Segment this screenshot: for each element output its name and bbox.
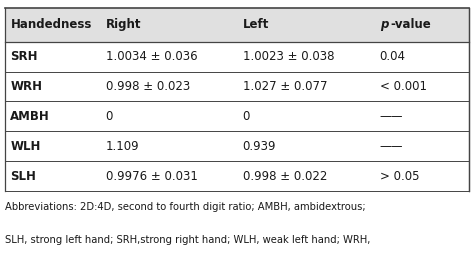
Text: 1.0034 ± 0.036: 1.0034 ± 0.036 (106, 50, 197, 63)
Bar (5, 8, 469, 42)
Text: Abbreviations: 2D:4D, second to fourth digit ratio; AMBH, ambidextrous;: Abbreviations: 2D:4D, second to fourth d… (5, 202, 365, 211)
Bar (5, 101, 469, 131)
Text: Left: Left (243, 18, 269, 31)
Text: 0.04: 0.04 (380, 50, 406, 63)
Text: WRH: WRH (10, 80, 43, 93)
Text: WLH: WLH (10, 140, 41, 153)
Text: Right: Right (106, 18, 141, 31)
Text: 1.109: 1.109 (106, 140, 139, 153)
Text: SLH: SLH (10, 170, 36, 183)
Text: p: p (380, 18, 388, 31)
Text: -value: -value (390, 18, 431, 31)
Bar (5, 161, 469, 191)
Text: 0: 0 (243, 110, 250, 123)
Text: 1.0023 ± 0.038: 1.0023 ± 0.038 (243, 50, 334, 63)
Text: 1.027 ± 0.077: 1.027 ± 0.077 (243, 80, 327, 93)
Text: > 0.05: > 0.05 (380, 170, 419, 183)
Text: SRH: SRH (10, 50, 38, 63)
Text: 0.998 ± 0.023: 0.998 ± 0.023 (106, 80, 190, 93)
Text: SLH, strong left hand; SRH,strong right hand; WLH, weak left hand; WRH,: SLH, strong left hand; SRH,strong right … (5, 235, 370, 245)
Text: Handedness: Handedness (10, 18, 92, 31)
Bar (5, 42, 469, 72)
Text: ——: —— (380, 140, 403, 153)
Text: 0: 0 (106, 110, 113, 123)
Text: 0.939: 0.939 (243, 140, 276, 153)
Bar (5, 72, 469, 101)
Text: AMBH: AMBH (10, 110, 50, 123)
Text: 0.998 ± 0.022: 0.998 ± 0.022 (243, 170, 327, 183)
Text: < 0.001: < 0.001 (380, 80, 427, 93)
Bar (5, 131, 469, 161)
Text: 0.9976 ± 0.031: 0.9976 ± 0.031 (106, 170, 198, 183)
Text: ——: —— (380, 110, 403, 123)
